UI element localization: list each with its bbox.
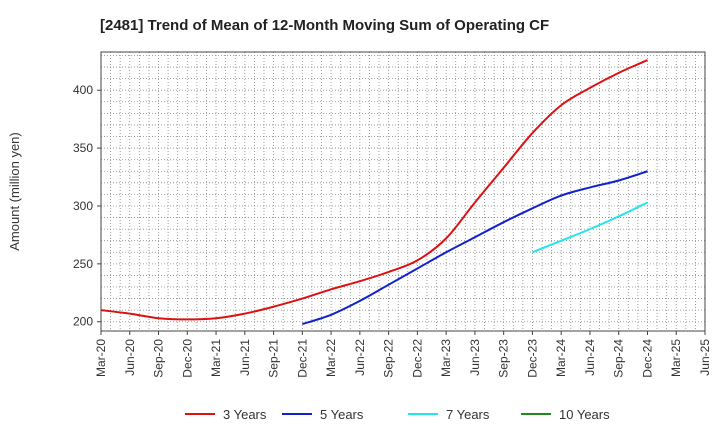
legend-label-3-years: 3 Years xyxy=(223,407,267,422)
x-tick-label: Dec-21 xyxy=(295,339,309,378)
x-tick-label: Dec-22 xyxy=(410,339,424,378)
x-tick-label: Dec-24 xyxy=(640,339,654,378)
grid xyxy=(101,52,705,331)
x-tick-label: Mar-21 xyxy=(209,339,223,377)
x-tick-label: Jun-25 xyxy=(698,339,712,376)
y-axis-ticks: 200 250 300 350 400 xyxy=(73,83,101,329)
x-tick-label: Sep-22 xyxy=(382,339,396,378)
y-tick-label: 200 xyxy=(73,315,93,329)
series-line-7-years xyxy=(532,201,648,254)
x-tick-label: Jun-24 xyxy=(583,339,597,376)
legend-label-5-years: 5 Years xyxy=(320,407,364,422)
x-tick-label: Jun-20 xyxy=(123,339,137,376)
x-tick-label: Mar-20 xyxy=(94,339,108,377)
x-tick-label: Jun-22 xyxy=(353,339,367,376)
y-tick-label: 400 xyxy=(73,83,93,97)
x-tick-label: Sep-23 xyxy=(497,339,511,378)
x-tick-label: Mar-23 xyxy=(439,339,453,377)
x-tick-label: Mar-22 xyxy=(324,339,338,377)
legend-label-10-years: 10 Years xyxy=(559,407,610,422)
x-tick-label: Sep-20 xyxy=(152,339,166,378)
legend: 3 Years 5 Years 7 Years 10 Years xyxy=(185,407,610,422)
chart-title: [2481] Trend of Mean of 12-Month Moving … xyxy=(100,17,549,34)
series xyxy=(100,59,648,326)
x-tick-label: Mar-24 xyxy=(554,339,568,377)
series-line-5-years xyxy=(302,170,648,326)
legend-label-7-years: 7 Years xyxy=(446,407,490,422)
y-tick-label: 250 xyxy=(73,257,93,271)
x-tick-label: Mar-25 xyxy=(669,339,683,377)
x-tick-label: Jun-23 xyxy=(468,339,482,376)
x-tick-label: Sep-24 xyxy=(612,339,626,378)
x-axis-ticks: Mar-20 Jun-20 Sep-20 Dec-20 Mar-21 Jun-21 Sep-… xyxy=(94,331,712,378)
series-line-3-years xyxy=(100,59,648,321)
y-tick-label: 350 xyxy=(73,141,93,155)
x-tick-label: Dec-20 xyxy=(180,339,194,378)
x-tick-label: Jun-21 xyxy=(238,339,252,376)
y-axis-label: Amount (million yen) xyxy=(7,132,22,251)
x-tick-label: Sep-21 xyxy=(267,339,281,378)
plot-frame xyxy=(100,51,706,332)
y-tick-label: 300 xyxy=(73,199,93,213)
x-tick-label: Dec-23 xyxy=(525,339,539,378)
